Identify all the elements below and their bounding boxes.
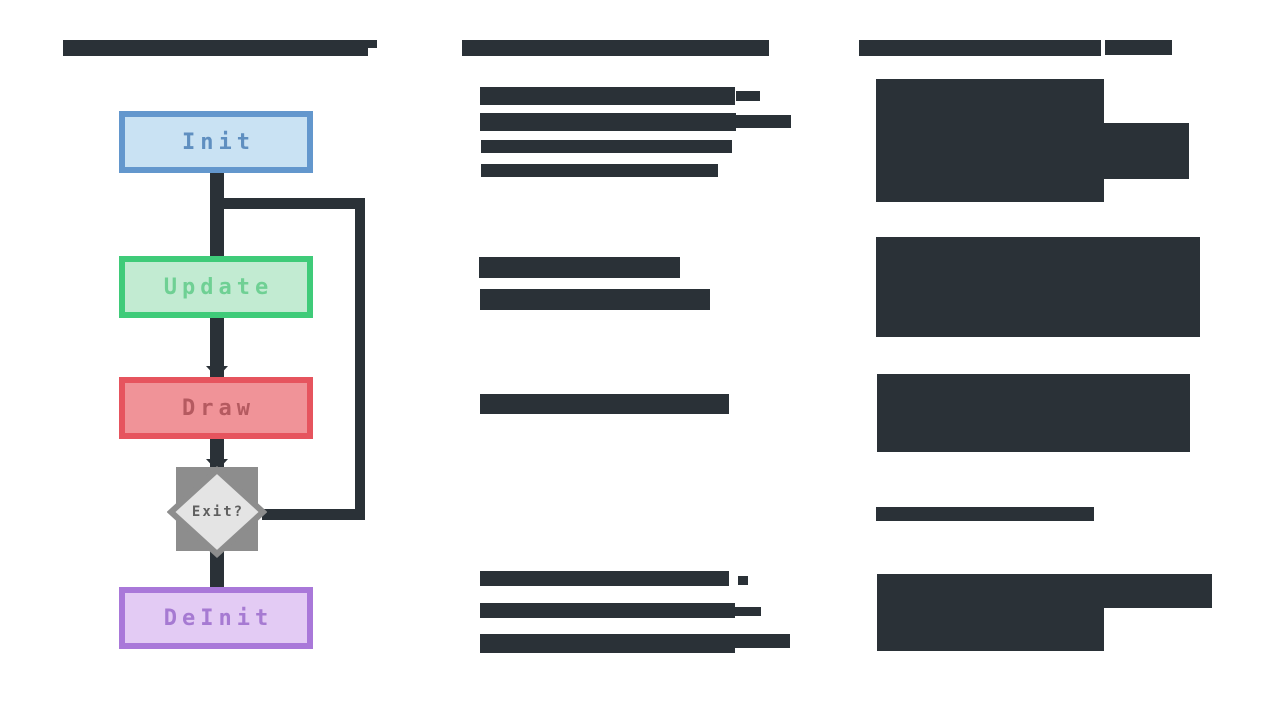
exit-decision-diamond [167,465,267,559]
redaction-right-b5-top [877,574,1212,608]
flowchart-node-draw: Draw [119,377,313,439]
node-label-update: Update [163,274,274,300]
flowchart-node-deinit: DeInit [119,587,313,649]
redaction-mid-p1-l1-tail [736,91,760,101]
redaction-mid-p1-l4 [481,164,718,177]
arrowhead-into-draw-icon [206,366,228,378]
flowchart-node-update: Update [119,256,313,318]
redaction-right-b3 [877,374,1190,452]
redaction-right-b1 [876,79,1104,202]
redaction-right-b4 [876,507,1094,521]
redaction-mid-p4-l1 [480,571,729,586]
node-label-deinit: DeInit [163,605,274,631]
redaction-left-heading-tip [368,40,377,48]
redaction-mid-p1-l2-tail [736,115,791,128]
diamond-shape [167,465,267,559]
redaction-mid-p4-l2-tail [735,607,761,616]
redaction-right-b5-bottom [877,608,1104,651]
redaction-mid-p2-l2 [480,289,710,310]
redaction-mid-p4-l2 [480,603,735,618]
redaction-mid-p3-l1 [480,394,729,414]
redaction-right-b1-bump [1104,123,1189,179]
flowchart-node-init: Init [119,111,313,173]
redaction-left-heading [63,40,368,56]
node-label-init: Init [182,129,255,155]
node-label-draw: Draw [182,395,255,421]
redaction-mid-p4-l3 [480,634,735,653]
connector-loop-right [355,198,365,520]
redaction-mid-p2-l1 [479,257,680,278]
redaction-mid-p1-l1 [480,87,735,105]
redaction-mid-p1-l2 [480,113,736,131]
connector-loop-bottom [262,509,365,520]
redaction-right-b2 [876,237,1200,337]
redaction-right-heading-2 [1105,40,1172,55]
node-label-exit: Exit? [191,504,245,520]
redaction-right-heading [859,40,1101,56]
redaction-mid-heading [462,40,769,56]
connector-loop-top [224,198,365,209]
redaction-mid-p4-l1-dot [738,576,748,585]
redaction-mid-p4-l3-tail [735,634,790,648]
redaction-mid-p1-l3 [481,140,732,153]
